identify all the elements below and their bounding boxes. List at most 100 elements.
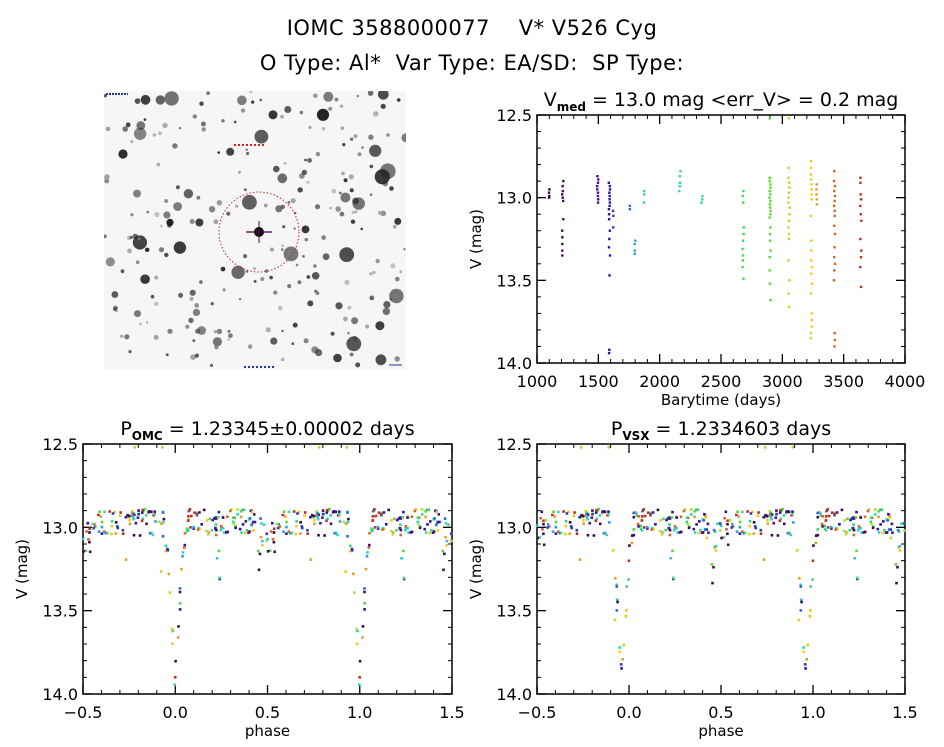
star — [124, 334, 130, 340]
data-point — [303, 511, 307, 514]
star — [287, 201, 291, 204]
data-point — [742, 277, 745, 280]
data-point — [128, 522, 132, 526]
data-point — [319, 521, 322, 525]
data-point — [902, 522, 906, 525]
data-point — [765, 514, 769, 518]
data-point — [377, 511, 381, 514]
x-tick-label: 4000 — [885, 372, 926, 391]
star — [243, 254, 248, 259]
data-point — [325, 511, 329, 514]
data-point — [706, 522, 710, 526]
data-point — [703, 528, 707, 531]
data-point — [410, 515, 414, 519]
star — [238, 170, 241, 174]
data-point — [215, 557, 219, 560]
data-point — [832, 204, 836, 208]
data-point — [404, 525, 408, 528]
data-point — [562, 179, 565, 183]
data-point — [160, 522, 163, 525]
data-point — [730, 523, 734, 526]
star — [375, 258, 380, 264]
data-point — [406, 516, 409, 519]
star — [377, 91, 389, 100]
data-point — [407, 531, 410, 534]
star — [316, 108, 330, 121]
star — [175, 185, 180, 190]
data-point — [699, 529, 702, 532]
data-point — [787, 166, 790, 170]
data-point — [229, 509, 232, 513]
data-point — [306, 528, 309, 532]
data-point — [221, 516, 225, 519]
data-point — [596, 184, 599, 188]
star — [333, 353, 342, 363]
data-point — [748, 524, 752, 528]
data-point — [189, 526, 192, 529]
data-point — [809, 166, 813, 170]
data-point — [358, 683, 361, 686]
data-point — [619, 663, 623, 666]
star — [122, 126, 128, 132]
data-point — [250, 510, 254, 514]
x-axis-label: phase — [698, 722, 743, 740]
data-point — [562, 510, 565, 513]
data-point — [420, 508, 424, 511]
data-point — [205, 529, 208, 533]
data-point — [810, 265, 813, 269]
plot-frame — [82, 443, 453, 695]
data-point — [317, 446, 321, 449]
data-point — [399, 517, 403, 520]
star — [104, 178, 110, 184]
data-point — [689, 508, 693, 511]
star — [150, 294, 155, 299]
data-point — [810, 193, 813, 196]
data-point — [816, 515, 820, 519]
data-point — [317, 533, 320, 537]
data-point — [278, 525, 281, 528]
star — [145, 321, 149, 324]
data-point — [712, 528, 716, 532]
data-point — [769, 515, 773, 518]
data-point — [649, 513, 652, 516]
star — [173, 202, 182, 211]
data-point — [753, 525, 757, 528]
data-point — [816, 511, 819, 515]
data-point — [673, 528, 676, 532]
data-point — [103, 510, 106, 514]
data-point — [607, 208, 611, 211]
data-point — [542, 543, 546, 547]
data-point — [347, 517, 350, 521]
data-point — [185, 527, 189, 530]
star — [313, 264, 317, 268]
data-point — [741, 194, 744, 198]
data-point — [162, 520, 165, 524]
star — [130, 139, 134, 144]
star — [105, 126, 111, 132]
data-point — [586, 517, 589, 521]
data-point — [641, 509, 644, 513]
data-point — [124, 515, 128, 519]
data-point — [855, 576, 859, 580]
data-point — [649, 511, 652, 515]
data-point — [535, 524, 539, 528]
star — [216, 328, 223, 335]
data-point — [181, 555, 184, 558]
data-point — [601, 511, 604, 514]
data-point — [181, 551, 185, 554]
data-point — [779, 517, 782, 521]
data-point — [787, 226, 790, 229]
data-point — [132, 517, 135, 521]
star — [268, 110, 278, 120]
data-point — [852, 517, 856, 520]
data-point — [548, 194, 551, 198]
data-point — [366, 551, 369, 554]
star — [335, 206, 341, 212]
data-point — [342, 520, 346, 524]
star — [192, 114, 197, 119]
data-point — [259, 517, 262, 520]
data-point — [821, 525, 824, 528]
data-point — [642, 189, 646, 193]
data-point — [726, 522, 729, 526]
star — [185, 324, 190, 329]
